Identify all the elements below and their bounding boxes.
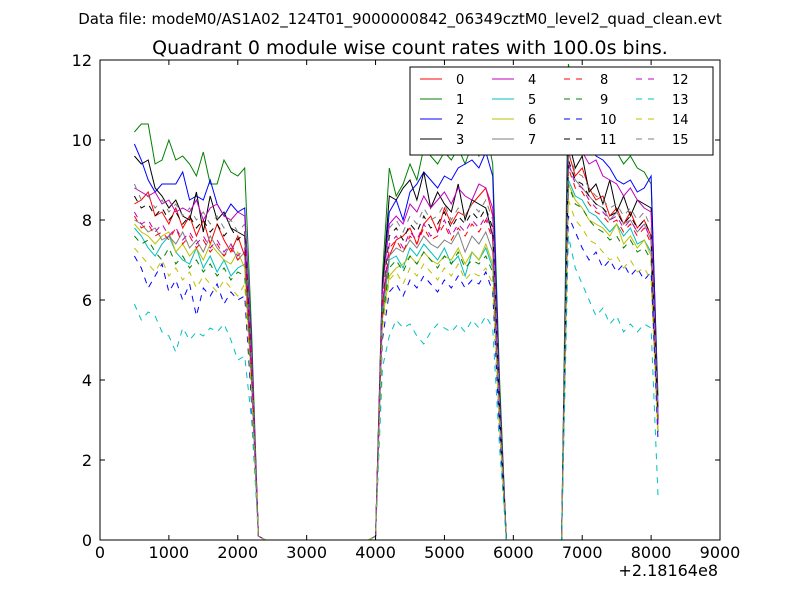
- y-tick-label: 0: [82, 531, 92, 550]
- y-tick-label: 12: [72, 51, 92, 70]
- legend-entry-12: 12: [636, 73, 689, 88]
- y-tick-label: 8: [82, 211, 92, 230]
- x-tick-label: 5000: [424, 543, 465, 562]
- legend-entry-1: 1: [420, 93, 464, 108]
- legend-entry-10: 10: [564, 113, 617, 128]
- legend-entry-2: 2: [420, 113, 464, 128]
- legend-label: 11: [600, 133, 617, 148]
- x-tick-label: 3000: [286, 543, 327, 562]
- legend-entry-13: 13: [636, 93, 689, 108]
- y-tick-label: 10: [72, 131, 92, 150]
- legend-entry-14: 14: [636, 113, 689, 128]
- legend-label: 9: [600, 93, 608, 108]
- series-line-5: [134, 179, 659, 540]
- series-line-8: [133, 167, 659, 540]
- series-line-13: [133, 235, 659, 540]
- y-tick-label: 6: [82, 291, 92, 310]
- series-layer: [133, 63, 659, 540]
- x-offset-label: +2.18164e8: [618, 561, 718, 580]
- x-tick-label: 7000: [562, 543, 603, 562]
- series-line-12: [133, 163, 659, 540]
- legend-label: 12: [672, 73, 689, 88]
- legend-label: 4: [528, 73, 536, 88]
- legend-label: 2: [456, 113, 464, 128]
- y-tick-label: 4: [82, 371, 92, 390]
- x-tick-label: 4000: [355, 543, 396, 562]
- suptitle: Data file: modeM0/AS1A02_124T01_90000008…: [78, 10, 722, 29]
- legend-entry-5: 5: [492, 93, 536, 108]
- y-tick-label: 2: [82, 451, 92, 470]
- legend-label: 5: [528, 93, 536, 108]
- legend-label: 3: [456, 133, 464, 148]
- legend-entry-15: 15: [636, 133, 689, 148]
- legend-entry-6: 6: [492, 113, 536, 128]
- legend-label: 10: [600, 113, 617, 128]
- legend-entry-11: 11: [564, 133, 617, 148]
- x-tick-label: 2000: [217, 543, 258, 562]
- legend-label: 0: [456, 73, 464, 88]
- series-line-10: [133, 215, 659, 540]
- series-line-6: [134, 183, 659, 540]
- series-line-11: [133, 159, 659, 540]
- legend-label: 15: [672, 133, 689, 148]
- series-line-15: [133, 151, 659, 540]
- x-tick-label: 1000: [149, 543, 190, 562]
- series-line-14: [134, 199, 659, 540]
- legend-entry-8: 8: [564, 73, 608, 88]
- legend-label: 7: [528, 133, 536, 148]
- legend-entry-7: 7: [492, 133, 536, 148]
- legend-label: 13: [672, 93, 689, 108]
- legend-label: 6: [528, 113, 536, 128]
- legend-label: 8: [600, 73, 608, 88]
- series-line-0: [134, 151, 659, 540]
- legend-entry-0: 0: [420, 73, 464, 88]
- legend-entry-4: 4: [492, 73, 536, 88]
- legend-entry-9: 9: [564, 93, 608, 108]
- legend-entry-3: 3: [420, 133, 464, 148]
- x-tick-label: 0: [95, 543, 105, 562]
- chart-title: Quadrant 0 module wise count rates with …: [152, 37, 668, 59]
- x-tick-label: 8000: [631, 543, 672, 562]
- legend-label: 1: [456, 93, 464, 108]
- legend-box: [409, 66, 714, 156]
- ticks-layer: 0 1000 2000 3000 4000 5000 6000 7000 8000 9000 0 2 4…: [72, 51, 741, 562]
- x-tick-label: 6000: [493, 543, 534, 562]
- legend-label: 14: [672, 113, 689, 128]
- x-tick-label: 9000: [700, 543, 741, 562]
